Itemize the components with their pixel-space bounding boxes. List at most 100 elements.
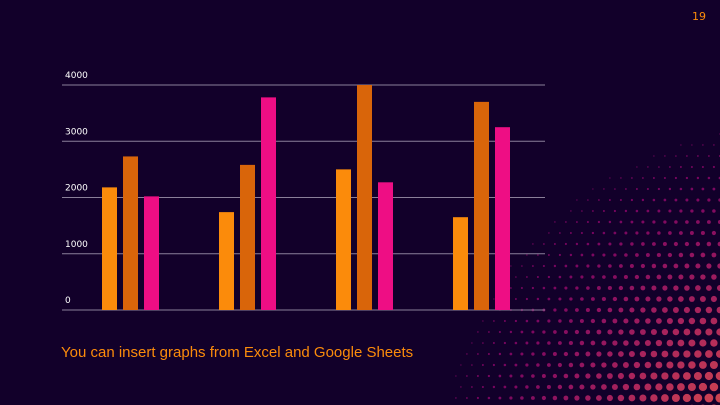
dot — [644, 383, 652, 391]
dot — [596, 329, 602, 335]
dot — [623, 318, 629, 324]
dot — [629, 307, 635, 313]
dot — [579, 340, 585, 346]
dot — [640, 285, 646, 291]
dot — [509, 352, 513, 356]
dot — [557, 384, 563, 390]
dot — [607, 285, 612, 291]
dot — [568, 384, 574, 390]
y-tick-label: 1000 — [65, 240, 88, 250]
dot — [623, 296, 629, 302]
dot — [657, 187, 661, 191]
dot — [645, 296, 651, 302]
dot — [590, 340, 596, 346]
dot — [624, 253, 628, 257]
dot — [639, 329, 646, 335]
dot — [520, 374, 524, 378]
dot — [564, 308, 568, 312]
dot — [532, 243, 534, 245]
dot — [690, 166, 693, 168]
dot — [547, 297, 551, 301]
dot — [498, 396, 502, 400]
dot — [625, 188, 627, 190]
dot — [668, 231, 672, 235]
dot — [701, 209, 705, 213]
dot — [585, 395, 591, 401]
dot — [503, 363, 507, 367]
bar — [144, 196, 159, 310]
dot — [706, 241, 712, 247]
dot — [685, 198, 689, 202]
dot — [580, 253, 584, 257]
dot — [580, 231, 583, 235]
dot — [634, 274, 640, 280]
dot — [678, 252, 684, 258]
dot — [684, 285, 690, 291]
dot — [557, 341, 562, 345]
dot — [711, 230, 716, 236]
dot — [514, 319, 518, 323]
dot — [552, 352, 557, 356]
dot — [590, 318, 596, 324]
page-number: 19 — [692, 10, 706, 23]
dot — [477, 331, 479, 333]
dot — [623, 274, 628, 280]
dot — [569, 275, 573, 279]
dot — [476, 375, 479, 377]
dot — [574, 351, 580, 357]
dot — [541, 374, 546, 378]
dot — [603, 188, 605, 190]
dot — [662, 307, 668, 313]
dot — [531, 286, 535, 290]
dot-pattern — [455, 133, 720, 405]
dot — [525, 341, 529, 345]
dot — [663, 220, 667, 224]
dot — [476, 396, 479, 400]
dot — [644, 361, 652, 369]
dot — [558, 275, 562, 279]
dot — [493, 320, 495, 322]
dot — [695, 263, 701, 269]
dot — [715, 393, 720, 403]
dot — [680, 144, 682, 146]
bar — [453, 217, 468, 310]
dot — [664, 155, 666, 157]
bar — [240, 164, 255, 310]
dot — [717, 263, 720, 269]
dot — [587, 199, 589, 201]
bar — [123, 156, 138, 310]
dot — [601, 362, 607, 368]
dot — [707, 198, 711, 202]
dot — [471, 342, 473, 344]
dot — [647, 166, 649, 168]
dot — [639, 350, 647, 358]
dot — [602, 210, 605, 212]
dot — [689, 274, 695, 280]
dot — [678, 274, 684, 280]
dot — [525, 319, 529, 323]
dot — [563, 395, 569, 401]
dot — [672, 350, 680, 358]
dot — [651, 242, 656, 246]
dot — [651, 285, 657, 291]
dot — [677, 317, 685, 325]
dot — [630, 198, 634, 202]
dot — [699, 296, 706, 302]
dot — [657, 231, 661, 235]
dot — [684, 263, 690, 269]
dot — [655, 361, 663, 369]
dot — [656, 252, 661, 258]
dot — [620, 177, 622, 179]
dot — [547, 319, 551, 323]
dot — [679, 166, 682, 168]
dot — [547, 254, 550, 256]
dot — [677, 383, 685, 391]
dot — [488, 331, 490, 333]
dot — [579, 384, 585, 390]
bar — [102, 187, 117, 310]
dot — [709, 382, 719, 392]
dot — [607, 307, 613, 313]
dot — [564, 286, 568, 290]
chart: 0 1000 2000 3000 4000 — [62, 71, 545, 311]
